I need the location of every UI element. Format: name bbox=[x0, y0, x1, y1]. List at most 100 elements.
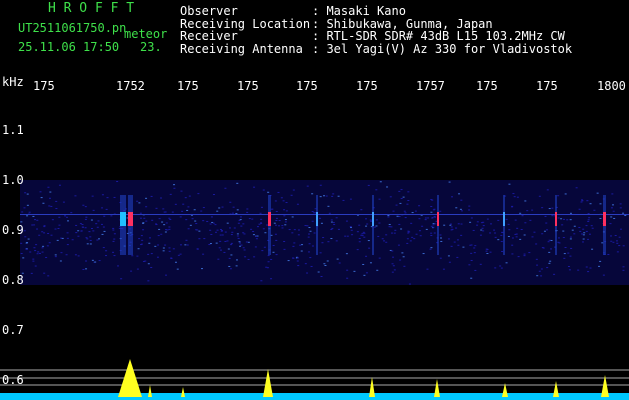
noise bbox=[43, 225, 46, 227]
noise bbox=[196, 229, 199, 231]
noise bbox=[24, 192, 27, 194]
noise bbox=[619, 207, 622, 209]
noise bbox=[430, 199, 433, 201]
noise bbox=[494, 236, 497, 238]
noise bbox=[411, 236, 414, 238]
noise bbox=[136, 268, 139, 270]
noise bbox=[590, 225, 593, 227]
noise bbox=[248, 218, 251, 220]
freq-label: 0.8 bbox=[2, 273, 24, 287]
noise bbox=[538, 270, 541, 272]
noise bbox=[469, 244, 472, 246]
noise bbox=[50, 205, 53, 207]
noise bbox=[500, 234, 503, 236]
noise bbox=[239, 216, 242, 218]
noise bbox=[254, 246, 257, 248]
freq-label: 0.9 bbox=[2, 223, 24, 237]
noise bbox=[411, 212, 414, 214]
noise bbox=[362, 231, 365, 233]
noise bbox=[337, 195, 340, 197]
noise bbox=[230, 254, 233, 256]
noise bbox=[589, 203, 592, 205]
noise bbox=[309, 257, 312, 259]
noise bbox=[58, 184, 61, 186]
noise bbox=[25, 248, 28, 250]
noise bbox=[131, 255, 134, 257]
noise bbox=[34, 250, 37, 252]
noise bbox=[535, 243, 538, 245]
noise bbox=[549, 260, 552, 262]
noise bbox=[246, 208, 249, 210]
noise bbox=[258, 223, 261, 225]
noise bbox=[421, 225, 424, 227]
noise bbox=[369, 262, 372, 264]
noise bbox=[101, 194, 104, 196]
noise bbox=[561, 224, 564, 226]
noise bbox=[516, 196, 519, 198]
noise bbox=[77, 235, 80, 237]
noise bbox=[320, 222, 323, 224]
noise bbox=[26, 242, 29, 244]
noise bbox=[214, 224, 217, 226]
noise bbox=[56, 239, 59, 241]
noise bbox=[278, 220, 281, 222]
noise bbox=[524, 222, 527, 224]
noise bbox=[165, 229, 168, 231]
noise bbox=[162, 250, 165, 252]
noise bbox=[403, 265, 406, 267]
noise bbox=[20, 221, 23, 223]
noise bbox=[70, 212, 73, 214]
noise bbox=[36, 228, 39, 230]
noise bbox=[589, 267, 592, 269]
noise bbox=[581, 200, 584, 202]
noise bbox=[219, 234, 222, 236]
noise bbox=[102, 226, 105, 228]
noise bbox=[393, 269, 396, 271]
meteor-echo bbox=[555, 212, 557, 226]
noise bbox=[112, 240, 115, 242]
noise bbox=[516, 227, 519, 229]
noise bbox=[548, 239, 551, 241]
noise bbox=[113, 196, 116, 198]
noise bbox=[370, 226, 373, 228]
noise bbox=[434, 216, 437, 218]
noise bbox=[563, 218, 566, 220]
signal-peak bbox=[263, 369, 273, 397]
noise bbox=[541, 207, 544, 209]
noise bbox=[162, 208, 165, 210]
noise bbox=[476, 221, 479, 223]
noise bbox=[398, 223, 401, 225]
noise bbox=[573, 225, 576, 227]
noise bbox=[333, 224, 336, 226]
noise bbox=[209, 243, 212, 245]
noise bbox=[36, 253, 39, 255]
noise bbox=[406, 242, 409, 244]
noise bbox=[476, 224, 479, 226]
noise bbox=[619, 228, 622, 230]
noise bbox=[557, 195, 560, 197]
noise bbox=[430, 225, 433, 227]
noise bbox=[398, 190, 401, 192]
noise bbox=[173, 184, 176, 186]
noise bbox=[247, 241, 250, 243]
noise bbox=[58, 216, 61, 218]
noise bbox=[141, 239, 144, 241]
noise bbox=[296, 203, 299, 205]
noise bbox=[270, 234, 273, 236]
noise bbox=[278, 225, 281, 227]
noise bbox=[610, 216, 613, 218]
noise bbox=[327, 205, 330, 207]
meteor-echo bbox=[372, 212, 374, 226]
noise bbox=[392, 265, 395, 267]
noise bbox=[365, 255, 368, 257]
noise bbox=[247, 258, 250, 260]
noise bbox=[304, 225, 307, 227]
noise bbox=[224, 231, 227, 233]
noise bbox=[285, 210, 288, 212]
noise bbox=[194, 220, 197, 222]
noise bbox=[186, 209, 189, 211]
noise bbox=[557, 241, 560, 243]
noise bbox=[113, 233, 116, 235]
noise bbox=[369, 219, 372, 221]
noise bbox=[313, 232, 316, 234]
